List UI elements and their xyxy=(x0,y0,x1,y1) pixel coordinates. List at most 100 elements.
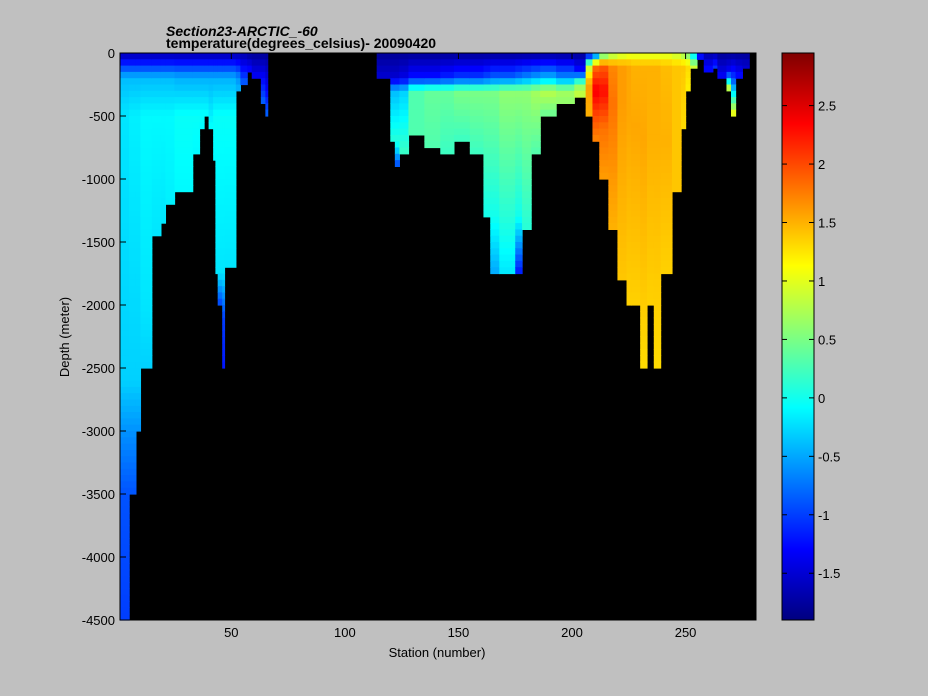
colorbar-cell xyxy=(782,541,814,543)
colorbar-cell xyxy=(782,187,814,189)
colorbar-cell xyxy=(782,321,814,323)
colorbar-cell xyxy=(782,287,814,289)
colorbar-cell xyxy=(782,491,814,493)
colorbar-cell xyxy=(782,501,814,503)
heatmap-cell xyxy=(531,116,541,123)
colorbar-cell xyxy=(782,382,814,384)
heatmap-cell xyxy=(222,179,226,186)
heatmap-cell xyxy=(120,481,130,489)
heatmap-cell xyxy=(671,153,682,161)
heatmap-cell xyxy=(129,317,137,325)
colorbar-cell xyxy=(782,494,814,496)
colorbar-cell xyxy=(782,580,814,582)
heatmap-cell xyxy=(222,141,226,149)
heatmap-cell xyxy=(213,97,216,104)
heatmap-cell xyxy=(499,90,516,98)
heatmap-cell xyxy=(222,172,226,180)
heatmap-cell xyxy=(204,65,210,73)
colorbar-cell xyxy=(782,118,814,120)
colorbar-cell xyxy=(782,551,814,553)
heatmap-cell xyxy=(120,122,130,130)
heatmap-cell xyxy=(608,141,619,149)
heatmap-cell xyxy=(265,97,269,104)
heatmap-cell xyxy=(631,53,641,60)
heatmap-cell xyxy=(224,172,237,180)
heatmap-cell xyxy=(129,355,137,363)
heatmap-cell xyxy=(483,134,491,142)
heatmap-cell xyxy=(260,78,266,86)
heatmap-cell xyxy=(224,166,237,174)
colorbar-cell xyxy=(782,250,814,252)
colorbar-cell xyxy=(782,497,814,499)
colorbar-cell xyxy=(782,517,814,519)
colorbar-cell xyxy=(782,424,814,426)
colorbar-cell xyxy=(782,378,814,380)
heatmap-cell xyxy=(453,84,471,92)
heatmap-cell xyxy=(217,53,223,60)
heatmap-cell xyxy=(224,122,237,130)
colorbar-cell xyxy=(782,171,814,173)
heatmap-cell xyxy=(626,292,632,300)
heatmap-cell xyxy=(681,84,687,92)
colorbar-cell xyxy=(782,172,814,174)
heatmap-cell xyxy=(129,286,137,293)
heatmap-cell xyxy=(483,103,491,111)
heatmap-cell xyxy=(424,141,441,149)
colorbar-cell xyxy=(782,358,814,360)
heatmap-cell xyxy=(408,122,425,130)
heatmap-cell xyxy=(222,84,226,92)
heatmap-cell xyxy=(120,216,130,224)
colorbar-cell xyxy=(782,204,814,206)
heatmap-cell xyxy=(151,103,162,111)
colorbar-cell xyxy=(782,593,814,595)
heatmap-cell xyxy=(129,298,137,306)
heatmap-cell xyxy=(585,78,594,86)
heatmap-cell xyxy=(140,298,153,306)
heatmap-cell xyxy=(608,71,619,79)
colorbar-cell xyxy=(782,599,814,601)
colorbar-cell xyxy=(782,384,814,386)
heatmap-cell xyxy=(499,97,516,104)
heatmap-cell xyxy=(394,90,400,98)
heatmap-cell xyxy=(653,279,662,287)
colorbar-cell xyxy=(782,178,814,180)
heatmap-cell xyxy=(151,216,162,224)
heatmap-cell xyxy=(129,204,137,212)
heatmap-cell xyxy=(640,122,648,130)
heatmap-cell xyxy=(160,103,167,111)
heatmap-cell xyxy=(120,512,130,520)
heatmap-cell xyxy=(646,279,655,287)
heatmap-cell xyxy=(469,71,485,79)
heatmap-cell xyxy=(499,116,516,123)
heatmap-cell xyxy=(660,260,673,268)
heatmap-cell xyxy=(660,235,673,243)
colorbar-cell xyxy=(782,606,814,608)
heatmap-cell xyxy=(626,103,632,111)
heatmap-cell xyxy=(408,65,425,73)
heatmap-cell xyxy=(469,109,485,117)
heatmap-cell xyxy=(208,97,214,104)
heatmap-cell xyxy=(626,78,632,86)
heatmap-cell xyxy=(224,229,237,237)
heatmap-cell xyxy=(626,141,632,149)
heatmap-cell xyxy=(165,109,176,117)
colorbar-cell xyxy=(782,331,814,333)
heatmap-cell xyxy=(251,65,262,73)
heatmap-cell xyxy=(646,166,655,174)
heatmap-cell xyxy=(490,254,500,262)
heatmap-cell xyxy=(120,179,130,186)
colorbar-cell xyxy=(782,197,814,199)
heatmap-cell xyxy=(653,273,662,281)
heatmap-cell xyxy=(660,191,673,199)
heatmap-cell xyxy=(540,65,557,73)
heatmap-cell xyxy=(217,59,223,67)
heatmap-cell xyxy=(617,97,628,104)
colorbar-cell xyxy=(782,334,814,336)
colorbar-cell xyxy=(782,199,814,201)
colorbar-cell xyxy=(782,410,814,412)
heatmap-cell xyxy=(640,216,648,224)
heatmap-cell xyxy=(712,59,718,67)
heatmap-cell xyxy=(556,90,575,98)
heatmap-cell xyxy=(160,97,167,104)
